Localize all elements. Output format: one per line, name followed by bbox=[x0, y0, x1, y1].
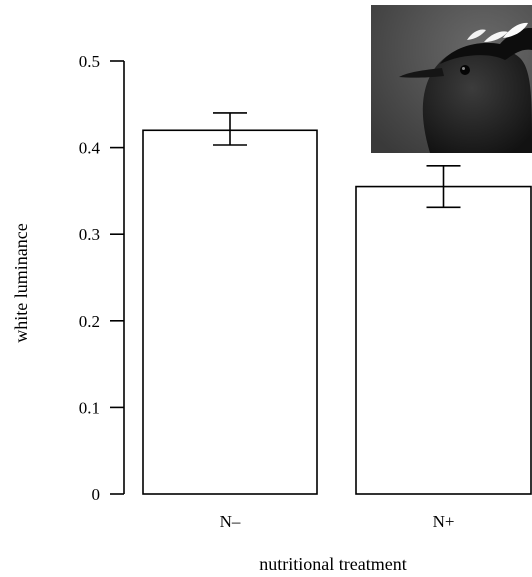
y-axis-title: white luminance bbox=[11, 223, 31, 342]
y-axis: 0 0.1 0.2 0.3 0.4 0.5 bbox=[79, 52, 125, 504]
x-axis-labels: N– N+ bbox=[220, 512, 455, 531]
x-category-label: N+ bbox=[433, 512, 455, 531]
y-tick-label: 0.4 bbox=[79, 139, 101, 158]
y-tick-label: 0.1 bbox=[79, 398, 100, 417]
bar-2 bbox=[355, 185, 532, 495]
y-tick-label: 0.3 bbox=[79, 225, 100, 244]
bird-head-photo bbox=[371, 5, 532, 154]
x-category-label: N– bbox=[220, 512, 241, 531]
y-tick-label: 0 bbox=[92, 485, 101, 504]
error-bars bbox=[213, 112, 461, 209]
y-tick-label: 0.2 bbox=[79, 312, 100, 331]
y-tick-label: 0.5 bbox=[79, 52, 100, 71]
x-axis-title: nutritional treatment bbox=[259, 554, 406, 574]
bars bbox=[142, 129, 532, 495]
bar-1 bbox=[142, 129, 318, 495]
